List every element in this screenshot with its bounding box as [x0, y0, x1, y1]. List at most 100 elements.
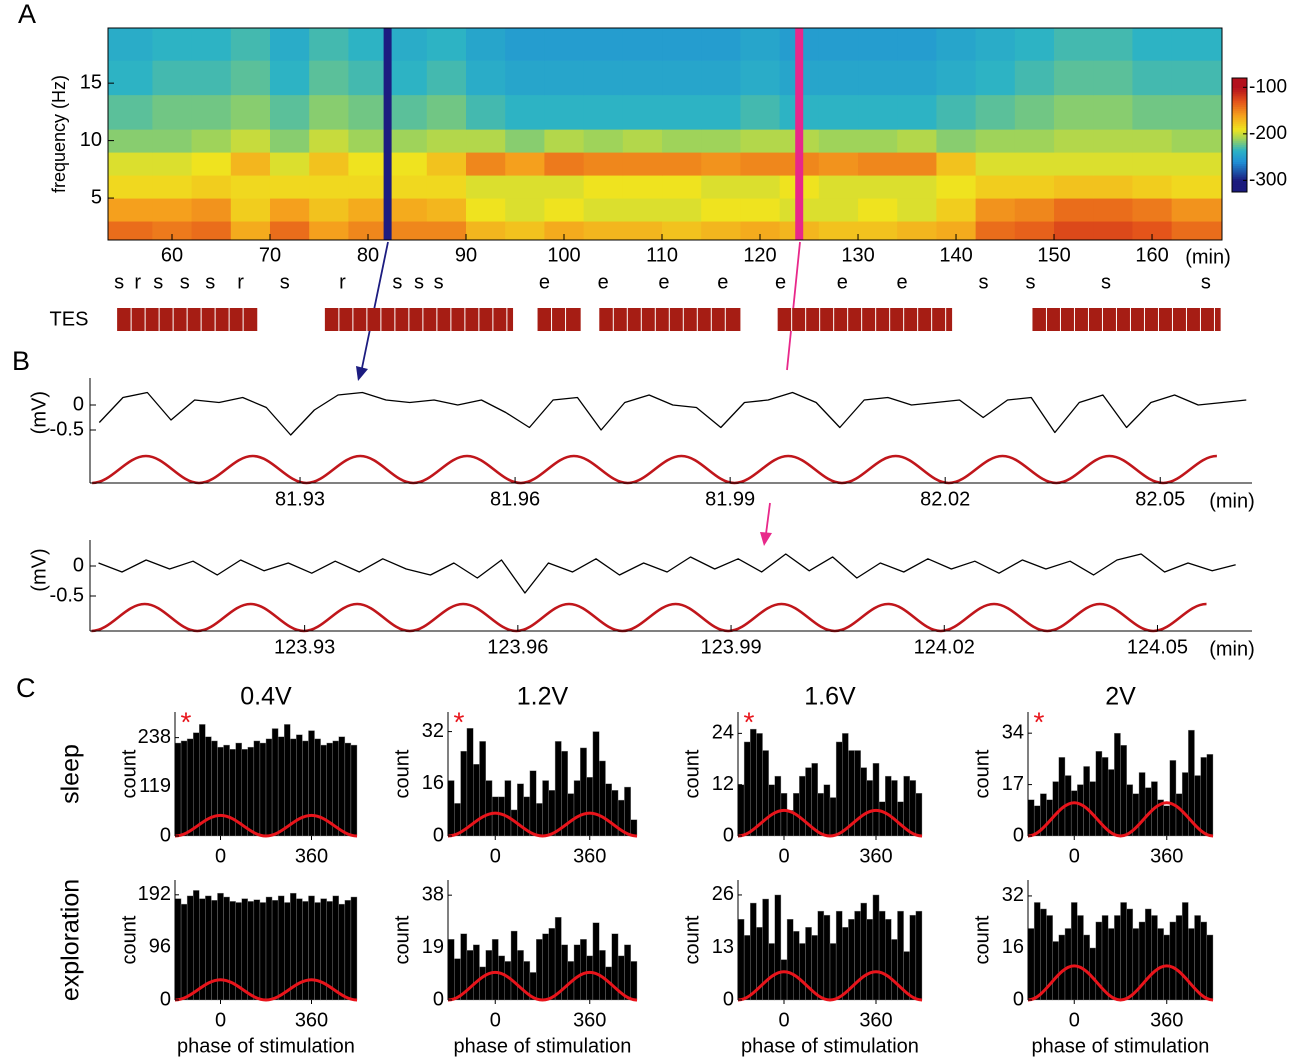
- heatmap-cell: [505, 129, 545, 152]
- y-axis-label: count: [391, 749, 413, 798]
- histogram-bar: [492, 797, 498, 836]
- histogram-bar: [211, 741, 217, 836]
- y-tick-label: 19: [422, 936, 444, 958]
- heatmap-cell: [897, 221, 937, 240]
- heatmap-cell: [897, 198, 937, 221]
- heatmap-cell: [466, 95, 506, 130]
- heatmap-cell: [544, 28, 584, 61]
- heatmap-cell: [1172, 198, 1223, 221]
- heatmap-cell: [584, 198, 624, 221]
- histogram-bar: [242, 899, 248, 1000]
- x-axis-label: phase of stimulation: [741, 1035, 919, 1057]
- heatmap-cell: [701, 221, 741, 240]
- y-tick-label: 10: [80, 129, 102, 151]
- histogram-bar: [1207, 754, 1213, 836]
- heatmap-cell: [819, 198, 859, 221]
- heatmap-cell: [505, 152, 545, 175]
- heatmap-cell: [1093, 175, 1133, 198]
- x-tick-label: 100: [547, 244, 580, 266]
- histogram-bar: [836, 911, 842, 1000]
- heatmap-cell: [976, 95, 1016, 130]
- histogram-bar: [593, 923, 599, 1000]
- heatmap-cell: [936, 152, 976, 175]
- histogram-bar: [308, 731, 314, 836]
- heatmap-cell: [858, 129, 898, 152]
- heatmap-cell: [1054, 129, 1094, 152]
- histogram-bar: [248, 901, 254, 1000]
- heatmap-cell: [1015, 95, 1055, 130]
- histogram-bar: [448, 939, 454, 1000]
- heatmap-cell: [427, 28, 467, 61]
- heatmap-cell: [740, 175, 780, 198]
- x-axis-label: (min): [1185, 246, 1231, 268]
- heatmap-cell: [309, 28, 349, 61]
- histogram-bar: [781, 793, 787, 836]
- heatmap-cell: [505, 28, 545, 61]
- heatmap-cell: [1015, 129, 1055, 152]
- x-tick-label: 110: [646, 244, 678, 266]
- heatmap-cell: [858, 175, 898, 198]
- state-label: s: [1026, 271, 1036, 293]
- histogram-bar: [587, 956, 593, 1000]
- heatmap-cell: [819, 28, 859, 61]
- heatmap-cell: [623, 28, 663, 61]
- x-tick-label: 0: [490, 1009, 501, 1031]
- heatmap-cell: [936, 95, 976, 130]
- histogram-bar: [599, 761, 605, 836]
- column-title: 0.4V: [240, 683, 292, 711]
- histogram-bar: [217, 893, 223, 1000]
- heatmap-cell: [623, 60, 663, 95]
- heatmap-cell: [348, 60, 388, 95]
- heatmap-cell: [701, 152, 741, 175]
- y-tick-label: 13: [712, 936, 734, 958]
- heatmap-cell: [936, 198, 976, 221]
- state-label: r: [339, 271, 346, 293]
- x-tick-label: 0: [778, 845, 789, 867]
- y-tick-label: 238: [138, 726, 171, 748]
- histogram-bar: [315, 902, 321, 1000]
- histogram-bar: [1077, 915, 1083, 1000]
- histogram-bar: [467, 728, 473, 836]
- x-tick-label: 0: [215, 1009, 226, 1031]
- x-tick-label: 123.99: [700, 636, 761, 658]
- histogram-bar: [606, 784, 612, 836]
- x-tick-label: 0: [490, 845, 501, 867]
- heatmap-cell: [192, 175, 232, 198]
- histogram-bar: [879, 802, 885, 836]
- histogram-bar: [885, 776, 891, 836]
- heatmap-cell: [1132, 95, 1172, 130]
- histogram-bar: [1182, 902, 1188, 1000]
- heatmap-cell: [623, 198, 663, 221]
- heatmap-cell: [108, 221, 153, 240]
- heatmap-cell: [192, 221, 232, 240]
- heatmap-cell: [976, 198, 1016, 221]
- histogram-bar: [345, 900, 351, 1000]
- x-tick-label: 140: [939, 244, 972, 266]
- histogram-bar: [480, 967, 486, 1000]
- x-tick-label: 360: [295, 1009, 328, 1031]
- heatmap-cell: [1015, 28, 1055, 61]
- y-tick-label: 0: [1013, 988, 1024, 1010]
- heatmap-cell: [662, 28, 702, 61]
- histogram-bar: [873, 763, 879, 836]
- heatmap-cell: [1172, 129, 1223, 152]
- histogram-bar: [879, 911, 885, 1000]
- heatmap-cell: [348, 129, 388, 152]
- histogram-bar: [308, 896, 314, 1000]
- histogram-bar: [574, 945, 580, 1000]
- heatmap-cell: [584, 221, 624, 240]
- heatmap-cell: [270, 129, 310, 152]
- heatmap-cell: [1132, 175, 1172, 198]
- histogram-bar: [1084, 766, 1090, 836]
- heatmap-cell: [309, 95, 349, 130]
- heatmap-cell: [427, 221, 467, 240]
- x-tick-label: 360: [859, 845, 892, 867]
- heatmap-cell: [623, 129, 663, 152]
- histogram-bar: [916, 911, 922, 1000]
- histogram-bar: [793, 931, 799, 1000]
- heatmap-cell: [897, 60, 937, 95]
- histogram-bar: [867, 780, 873, 836]
- y-axis-label: count: [971, 915, 993, 964]
- heatmap-cell: [1015, 175, 1055, 198]
